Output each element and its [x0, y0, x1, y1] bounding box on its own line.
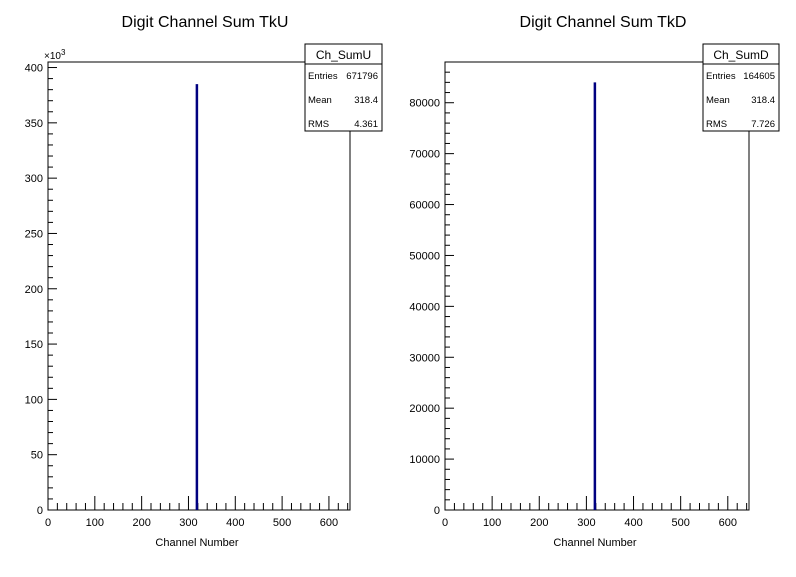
- stats-row-value: 4.361: [354, 119, 378, 130]
- y-tick-label: 20000: [409, 403, 440, 415]
- stats-box: Ch_SumU Entries 671796 Mean 318.4 RMS 4.361: [304, 43, 383, 132]
- chart-title: Digit Channel Sum TkD: [520, 14, 687, 31]
- y-tick-label: 400: [25, 63, 43, 75]
- y-tick-label: 50000: [409, 250, 440, 262]
- x-tick-label: 100: [86, 517, 104, 529]
- y-tick-label: 200: [25, 284, 43, 296]
- x-tick-label: 0: [442, 517, 448, 529]
- stats-row-label: Entries: [706, 71, 736, 82]
- x-tick-label: 500: [671, 517, 689, 529]
- y-tick-label: 10000: [409, 454, 440, 466]
- y-tick-label: 0: [434, 505, 440, 517]
- x-tick-label: 200: [530, 517, 548, 529]
- y-multiplier-label: ×103: [44, 48, 66, 62]
- x-axis-label: Channel Number: [155, 537, 238, 549]
- y-multiplier-exponent: 3: [61, 48, 66, 57]
- stats-row-label: Mean: [308, 95, 332, 106]
- x-axis-label: Channel Number: [553, 537, 636, 549]
- y-tick-label: 0: [37, 505, 43, 517]
- stats-row-value: 164605: [743, 71, 775, 82]
- x-tick-label: 600: [320, 517, 338, 529]
- x-tick-label: 300: [577, 517, 595, 529]
- stats-row-value: 671796: [346, 71, 378, 82]
- stats-row-label: RMS: [706, 119, 727, 130]
- plot-frame: [47, 61, 351, 511]
- x-tick-label: 600: [719, 517, 737, 529]
- y-tick-label: 30000: [409, 352, 440, 364]
- histogram-panel-2: Digit Channel Sum TkD 0 10000 20000 30000 400…: [409, 14, 780, 549]
- stats-box-frame: [702, 43, 780, 132]
- stats-row-label: Mean: [706, 95, 730, 106]
- y-tick-label: 80000: [409, 98, 440, 110]
- stats-row-value: 318.4: [751, 95, 775, 106]
- stats-box-name: Ch_SumU: [316, 48, 371, 62]
- x-tick-label: 0: [45, 517, 51, 529]
- x-tick-label: 200: [132, 517, 150, 529]
- y-multiplier-base: ×10: [44, 51, 61, 62]
- x-tick-label: 400: [624, 517, 642, 529]
- stats-box-frame: [304, 43, 383, 132]
- y-tick-label: 150: [25, 339, 43, 351]
- y-tick-label: 100: [25, 394, 43, 406]
- stats-row-value: 318.4: [354, 95, 378, 106]
- histogram-panel-1: Digit Channel Sum TkU 0 50 100 150 200 250 300 3…: [25, 14, 383, 549]
- y-tick-label: 350: [25, 118, 43, 130]
- y-tick-label: 40000: [409, 301, 440, 313]
- stats-row-label: Entries: [308, 71, 338, 82]
- stats-row-label: RMS: [308, 119, 329, 130]
- x-tick-label: 500: [273, 517, 291, 529]
- stats-row-value: 7.726: [751, 119, 775, 130]
- stats-box-name: Ch_SumD: [713, 48, 769, 62]
- x-tick-label: 400: [226, 517, 244, 529]
- x-tick-label: 300: [179, 517, 197, 529]
- y-tick-label: 50: [31, 450, 43, 462]
- chart-title: Digit Channel Sum TkU: [122, 14, 289, 31]
- x-tick-label: 100: [483, 517, 501, 529]
- stats-box: Ch_SumD Entries 164605 Mean 318.4 RMS 7.726: [702, 43, 780, 132]
- y-tick-label: 300: [25, 173, 43, 185]
- y-tick-label: 250: [25, 228, 43, 240]
- y-tick-label: 60000: [409, 200, 440, 212]
- y-tick-label: 70000: [409, 149, 440, 161]
